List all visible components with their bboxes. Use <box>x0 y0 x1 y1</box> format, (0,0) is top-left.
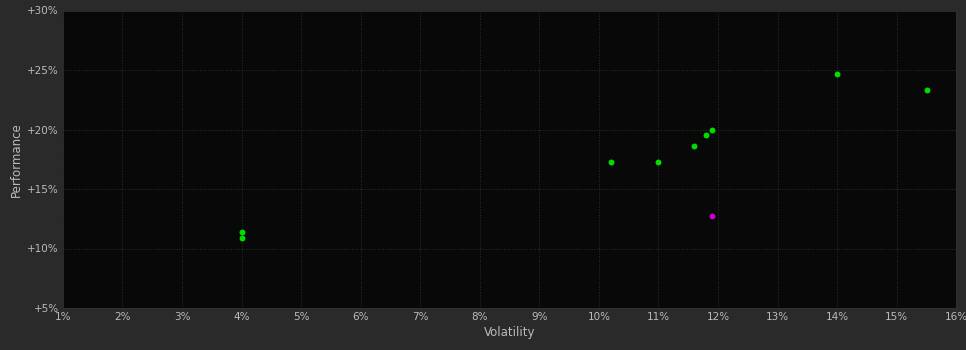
Point <box>234 235 249 240</box>
Point <box>603 159 618 164</box>
Point <box>698 133 714 138</box>
Point <box>687 144 702 149</box>
Y-axis label: Performance: Performance <box>10 122 23 197</box>
Point <box>704 214 720 219</box>
Point <box>919 88 934 93</box>
Point <box>704 127 720 132</box>
Point <box>651 159 667 164</box>
Point <box>830 71 845 76</box>
X-axis label: Volatility: Volatility <box>484 326 535 340</box>
Point <box>234 229 249 234</box>
